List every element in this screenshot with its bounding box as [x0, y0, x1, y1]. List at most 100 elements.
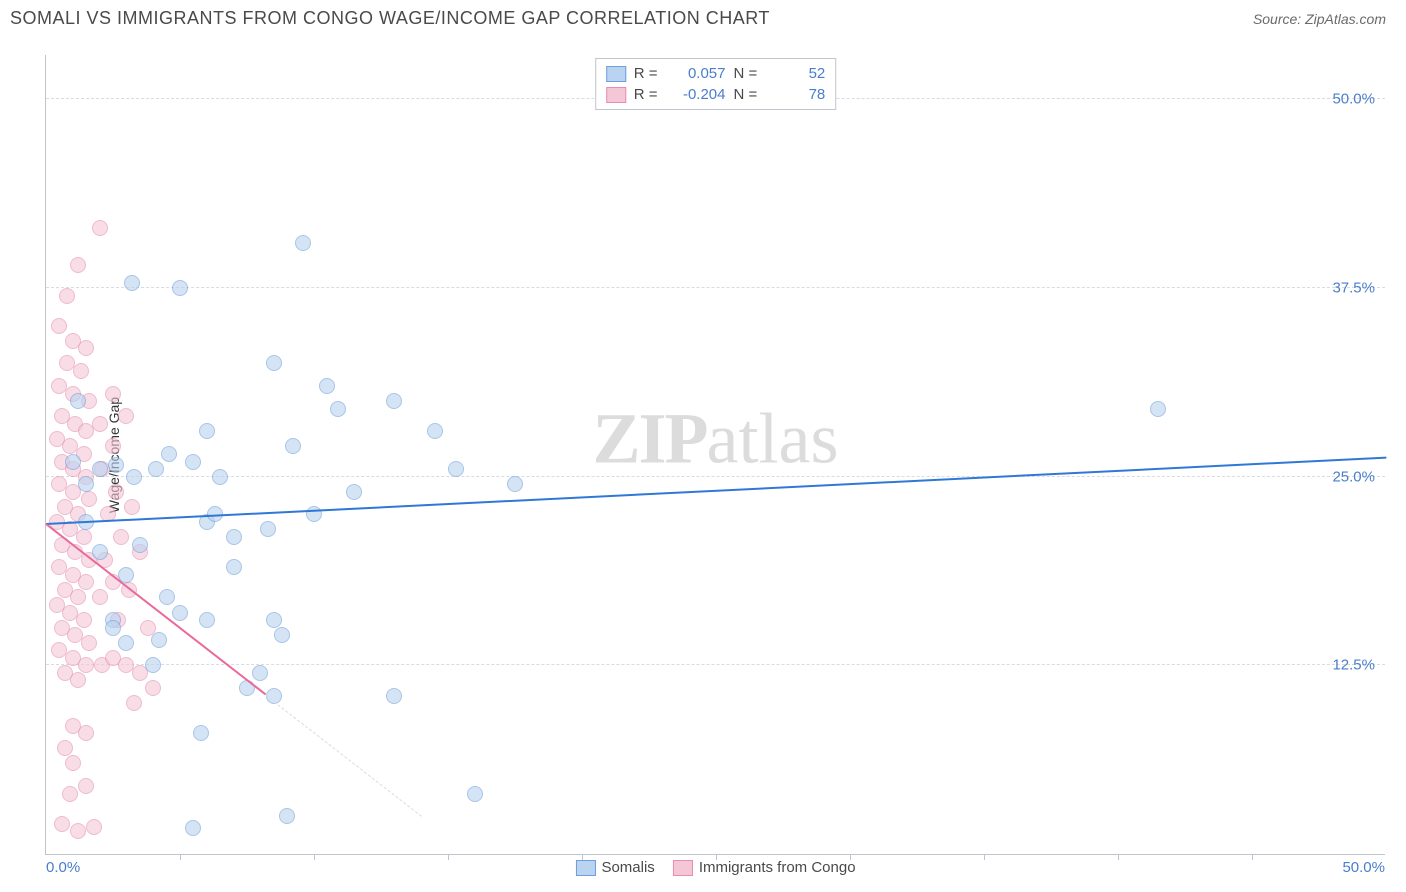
scatter-point	[1150, 401, 1166, 417]
scatter-point	[92, 589, 108, 605]
scatter-point	[319, 378, 335, 394]
scatter-point	[161, 446, 177, 462]
scatter-point	[145, 680, 161, 696]
chart-plot-area: Wage/Income Gap ZIPatlas 12.5%25.0%37.5%…	[45, 55, 1385, 855]
scatter-point	[124, 275, 140, 291]
scatter-point	[78, 725, 94, 741]
x-tick	[1252, 854, 1253, 860]
scatter-point	[70, 393, 86, 409]
swatch-congo	[606, 87, 626, 103]
scatter-point	[92, 544, 108, 560]
x-tick	[448, 854, 449, 860]
trend-line	[265, 695, 421, 817]
x-tick	[314, 854, 315, 860]
scatter-point	[70, 589, 86, 605]
scatter-point	[260, 521, 276, 537]
scatter-point	[62, 786, 78, 802]
watermark: ZIPatlas	[593, 397, 839, 480]
scatter-point	[105, 386, 121, 402]
scatter-point	[124, 499, 140, 515]
scatter-point	[159, 589, 175, 605]
scatter-point	[185, 454, 201, 470]
series-legend: Somalis Immigrants from Congo	[575, 859, 855, 876]
swatch-somalis-bottom	[575, 860, 595, 876]
y-tick-label: 37.5%	[1332, 279, 1375, 296]
scatter-point	[467, 786, 483, 802]
scatter-point	[118, 408, 134, 424]
y-tick-label: 12.5%	[1332, 657, 1375, 674]
scatter-point	[193, 725, 209, 741]
scatter-point	[86, 819, 102, 835]
scatter-point	[78, 778, 94, 794]
scatter-point	[212, 469, 228, 485]
scatter-point	[92, 416, 108, 432]
legend-row-somalis: R = 0.057 N = 52	[606, 63, 826, 84]
scatter-point	[118, 635, 134, 651]
scatter-point	[105, 620, 121, 636]
scatter-point	[507, 476, 523, 492]
scatter-point	[172, 280, 188, 296]
gridline-h	[46, 476, 1385, 477]
scatter-point	[132, 537, 148, 553]
scatter-point	[108, 484, 124, 500]
scatter-point	[65, 454, 81, 470]
correlation-legend: R = 0.057 N = 52 R = -0.204 N = 78	[595, 58, 837, 110]
scatter-point	[70, 257, 86, 273]
scatter-point	[386, 393, 402, 409]
scatter-point	[81, 635, 97, 651]
scatter-point	[151, 632, 167, 648]
scatter-point	[78, 574, 94, 590]
scatter-point	[73, 363, 89, 379]
y-tick-label: 25.0%	[1332, 468, 1375, 485]
scatter-point	[108, 457, 124, 473]
scatter-point	[226, 529, 242, 545]
x-tick	[984, 854, 985, 860]
chart-title: SOMALI VS IMMIGRANTS FROM CONGO WAGE/INC…	[10, 8, 770, 29]
scatter-point	[59, 288, 75, 304]
swatch-somalis	[606, 66, 626, 82]
scatter-point	[266, 355, 282, 371]
scatter-point	[113, 529, 129, 545]
scatter-point	[70, 823, 86, 839]
scatter-point	[346, 484, 362, 500]
scatter-point	[252, 665, 268, 681]
legend-item-somalis: Somalis	[575, 859, 654, 876]
x-axis-origin-label: 0.0%	[46, 859, 80, 876]
gridline-h	[46, 287, 1385, 288]
x-axis-max-label: 50.0%	[1342, 859, 1385, 876]
scatter-point	[295, 235, 311, 251]
swatch-congo-bottom	[673, 860, 693, 876]
x-tick	[1118, 854, 1119, 860]
scatter-point	[54, 816, 70, 832]
scatter-point	[92, 220, 108, 236]
scatter-point	[185, 820, 201, 836]
scatter-point	[65, 755, 81, 771]
scatter-point	[386, 688, 402, 704]
scatter-point	[145, 657, 161, 673]
scatter-point	[78, 340, 94, 356]
scatter-point	[76, 529, 92, 545]
scatter-point	[105, 438, 121, 454]
x-tick	[180, 854, 181, 860]
legend-item-congo: Immigrants from Congo	[673, 859, 856, 876]
scatter-point	[148, 461, 164, 477]
scatter-point	[76, 612, 92, 628]
scatter-point	[199, 612, 215, 628]
scatter-point	[427, 423, 443, 439]
scatter-point	[57, 740, 73, 756]
scatter-point	[78, 657, 94, 673]
scatter-point	[172, 605, 188, 621]
scatter-point	[126, 469, 142, 485]
chart-source: Source: ZipAtlas.com	[1253, 11, 1386, 27]
scatter-point	[78, 476, 94, 492]
scatter-point	[285, 438, 301, 454]
scatter-point	[81, 491, 97, 507]
scatter-point	[266, 612, 282, 628]
scatter-point	[199, 423, 215, 439]
scatter-point	[70, 672, 86, 688]
legend-row-congo: R = -0.204 N = 78	[606, 84, 826, 105]
scatter-point	[274, 627, 290, 643]
scatter-point	[279, 808, 295, 824]
trend-line	[46, 457, 1386, 525]
scatter-point	[92, 461, 108, 477]
